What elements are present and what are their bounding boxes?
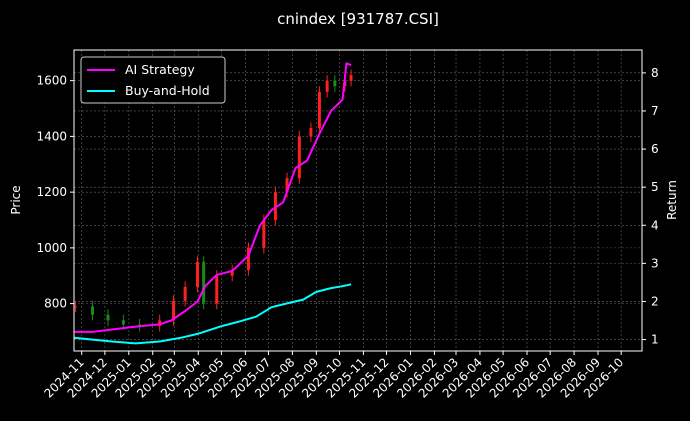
candle-body [309,128,313,137]
y2-tick-label: 7 [651,104,659,118]
y-tick-label: 1400 [36,129,67,143]
y-tick-label: 1600 [36,74,67,88]
y2-tick-label: 5 [651,180,659,194]
y2-tick-label: 8 [651,66,659,80]
candle-body [121,320,125,325]
candle-body [158,320,162,326]
y-tick-label: 1200 [36,185,67,199]
plot-area-frame [73,49,643,352]
y-tick-label: 800 [44,297,67,311]
y-axis-title: Price [9,185,23,214]
series-lines [73,62,352,345]
candle-body [172,300,176,321]
y2-axis-title: Return [665,180,679,220]
candle-body [195,261,199,287]
legend: AI Strategy Buy-and-Hold [80,56,226,104]
candle-body [202,261,206,304]
candle-body [106,314,110,321]
y2-tick-label: 4 [651,218,659,232]
grid [74,50,642,351]
candle-body [285,178,289,193]
candle-body [317,91,321,129]
candle-body [246,247,250,271]
candle-body [273,192,277,221]
candle-body [230,270,234,276]
y-axis-right: 1 2 3 4 5 6 7 8 [642,66,659,347]
legend-box [80,56,226,104]
candle-body [74,306,78,308]
series-line-buy-and-hold [73,283,352,345]
legend-label-bh: Buy-and-Hold [125,83,210,98]
candle-body [183,286,187,301]
series-line-ai-strategy [74,62,352,333]
y2-tick-label: 1 [651,333,659,347]
x-axis: 2024-112024-122025-012025-022025-032025-… [41,351,626,401]
y-tick-label: 1000 [36,241,67,255]
legend-label-ai: AI Strategy [125,62,195,77]
candle-body [333,80,337,87]
candle-body [297,136,301,179]
chart-title: cnindex [931787.CSI] [277,10,439,28]
candle-body [215,275,219,304]
y2-tick-label: 6 [651,142,659,156]
y-axis-left: 800 1000 1200 1400 1600 [36,74,74,311]
candle-body [91,306,95,315]
y2-tick-label: 3 [651,256,659,270]
price-candles [74,69,353,332]
y2-tick-label: 2 [651,294,659,308]
candle-body [325,80,329,92]
candle-body [262,220,266,248]
candle-body [349,75,353,81]
